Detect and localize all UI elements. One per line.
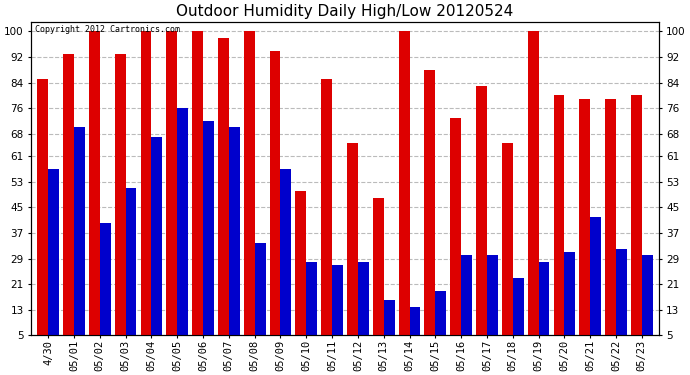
Bar bbox=[461, 255, 472, 335]
Bar bbox=[631, 95, 642, 335]
Bar bbox=[424, 70, 435, 335]
Bar bbox=[590, 217, 601, 335]
Bar bbox=[151, 137, 162, 335]
Bar bbox=[410, 307, 420, 335]
Bar bbox=[141, 32, 151, 335]
Bar bbox=[48, 169, 59, 335]
Bar bbox=[373, 198, 384, 335]
Bar bbox=[166, 32, 177, 335]
Bar bbox=[193, 32, 203, 335]
Bar bbox=[295, 191, 306, 335]
Bar bbox=[553, 95, 564, 335]
Bar bbox=[580, 99, 590, 335]
Bar bbox=[528, 32, 539, 335]
Bar bbox=[177, 108, 188, 335]
Bar bbox=[564, 252, 575, 335]
Bar bbox=[358, 262, 368, 335]
Bar bbox=[306, 262, 317, 335]
Bar bbox=[74, 128, 85, 335]
Bar bbox=[115, 54, 126, 335]
Text: Copyright 2012 Cartronics.com: Copyright 2012 Cartronics.com bbox=[34, 25, 179, 34]
Bar bbox=[384, 300, 395, 335]
Bar bbox=[270, 51, 280, 335]
Bar bbox=[347, 143, 358, 335]
Bar bbox=[513, 278, 524, 335]
Bar bbox=[332, 265, 343, 335]
Bar bbox=[502, 143, 513, 335]
Bar bbox=[244, 32, 255, 335]
Bar bbox=[605, 99, 616, 335]
Title: Outdoor Humidity Daily High/Low 20120524: Outdoor Humidity Daily High/Low 20120524 bbox=[177, 4, 513, 19]
Bar bbox=[399, 32, 410, 335]
Bar bbox=[229, 128, 239, 335]
Bar bbox=[476, 86, 487, 335]
Bar bbox=[37, 80, 48, 335]
Bar bbox=[539, 262, 549, 335]
Bar bbox=[487, 255, 497, 335]
Bar bbox=[642, 255, 653, 335]
Bar bbox=[616, 249, 627, 335]
Bar bbox=[203, 121, 214, 335]
Bar bbox=[63, 54, 74, 335]
Bar bbox=[126, 188, 137, 335]
Bar bbox=[451, 118, 461, 335]
Bar bbox=[322, 80, 332, 335]
Bar bbox=[255, 243, 266, 335]
Bar bbox=[89, 32, 100, 335]
Bar bbox=[100, 224, 110, 335]
Bar bbox=[218, 38, 229, 335]
Bar bbox=[435, 291, 446, 335]
Bar bbox=[280, 169, 291, 335]
